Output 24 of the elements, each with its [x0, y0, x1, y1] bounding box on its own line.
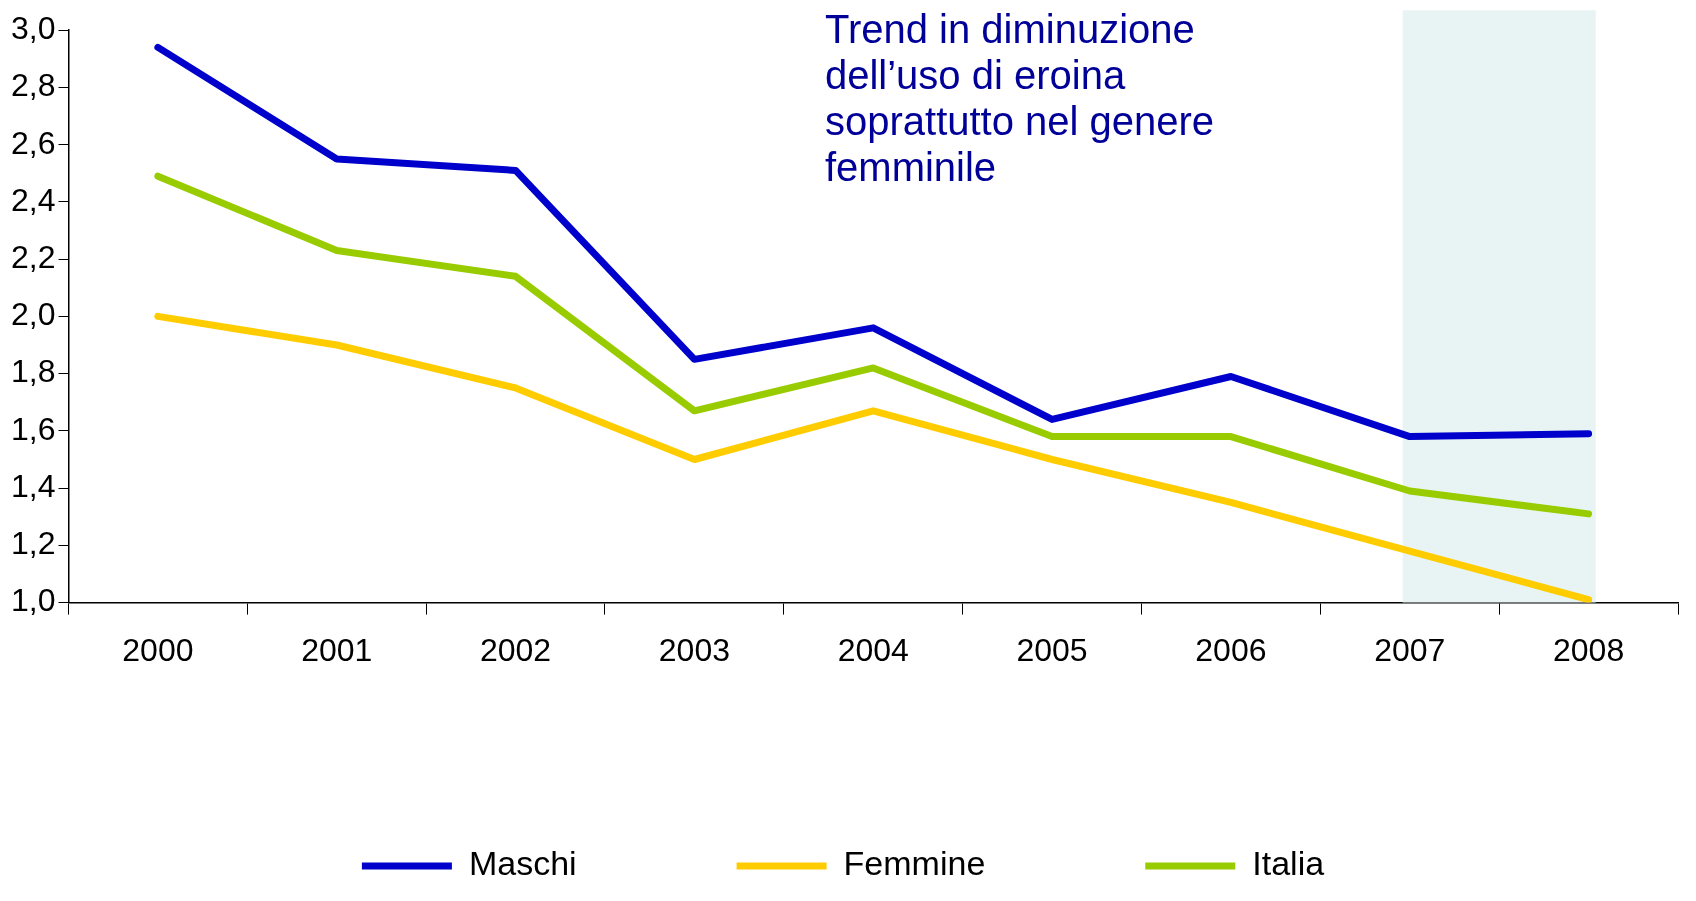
y-tick-label: 2,4 — [11, 181, 56, 218]
y-tick-label: 1,6 — [11, 410, 56, 447]
legend-label: Femmine — [843, 844, 986, 883]
legend-label: Italia — [1252, 844, 1325, 883]
x-tick-label: 2006 — [1195, 631, 1267, 668]
y-tick-label: 3,0 — [11, 10, 56, 47]
y-tick-label: 1,0 — [11, 582, 56, 619]
legend-label: Maschi — [468, 844, 577, 883]
y-tick-label: 2,2 — [11, 238, 56, 275]
y-tick-label: 2,6 — [11, 124, 56, 161]
y-tick-label: 1,2 — [11, 525, 56, 562]
y-tick-label: 2,0 — [11, 296, 56, 333]
y-tick-label: 1,8 — [11, 353, 56, 390]
x-tick-label: 2002 — [479, 631, 552, 668]
x-tick-label: 2007 — [1374, 631, 1446, 668]
x-tick-label: 2000 — [122, 631, 194, 668]
x-tick-label: 2001 — [301, 631, 373, 668]
y-tick-label: 2,8 — [11, 67, 56, 104]
y-tick-label: 1,4 — [11, 467, 56, 504]
annotation: Trend in diminuzione dell’uso di eroina soprattutto nel genere femminile — [824, 7, 1215, 190]
x-tick-label: 2005 — [1016, 631, 1088, 668]
x-tick-label: 2003 — [658, 631, 730, 668]
x-tick-label: 2008 — [1552, 631, 1625, 668]
x-tick-label: 2004 — [837, 631, 909, 668]
